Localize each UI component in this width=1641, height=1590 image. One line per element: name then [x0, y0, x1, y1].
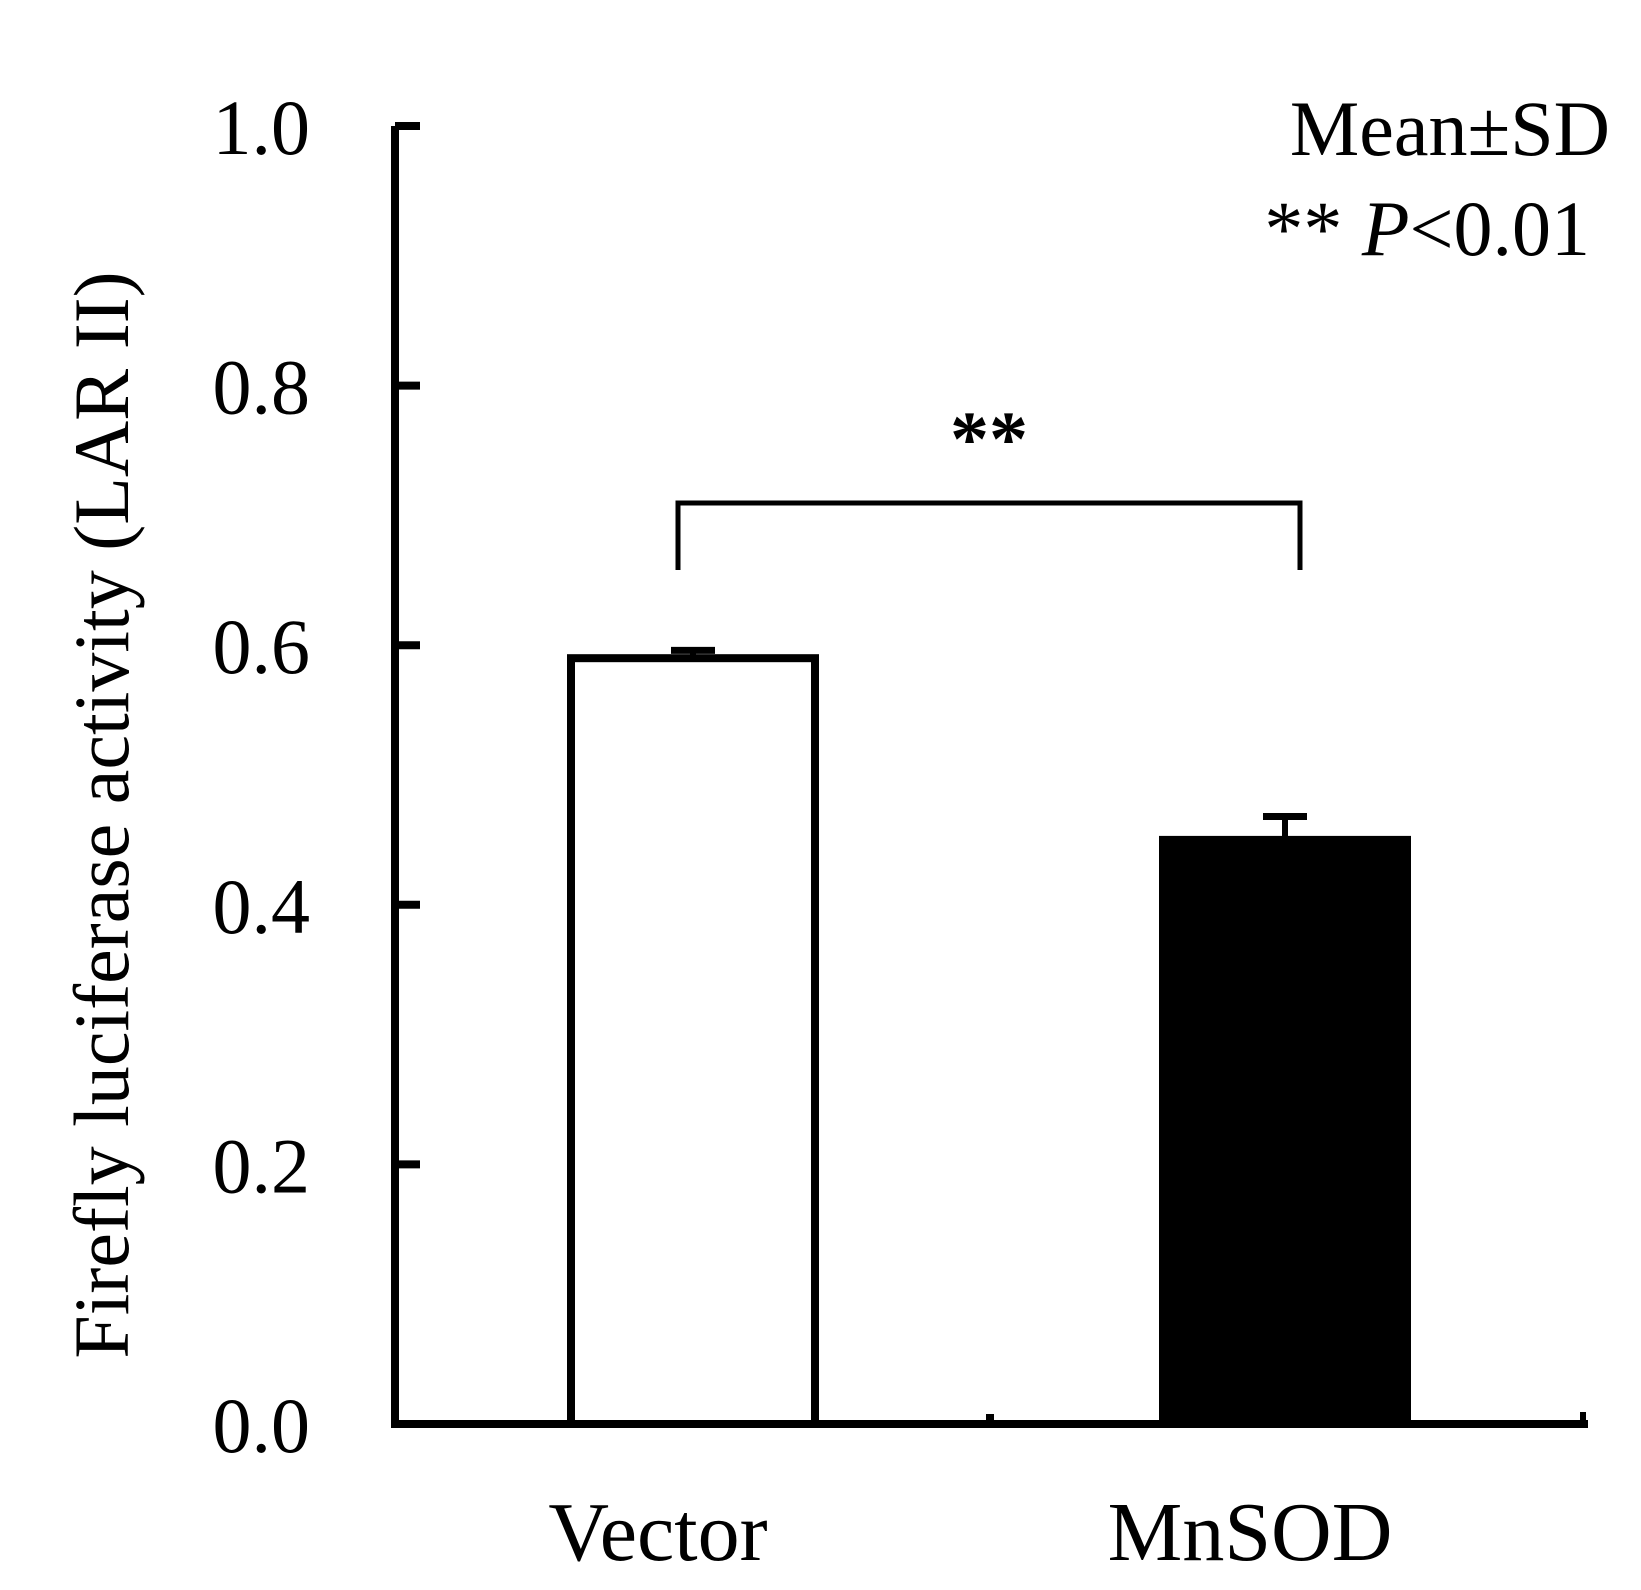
- y-tick-label: 0.0: [213, 1382, 311, 1469]
- y-tick-label: 0.6: [213, 603, 311, 690]
- x-category-label-vector: Vector: [548, 1486, 767, 1579]
- significance-stars: **: [950, 395, 1028, 482]
- y-tick-label: 0.2: [213, 1122, 311, 1209]
- y-tick-label: 0.8: [213, 344, 311, 431]
- stats-legend-stars: **: [1264, 185, 1362, 272]
- stats-legend-pvalue: ** P<0.01: [1264, 185, 1590, 272]
- significance-bracket: [675, 500, 1303, 570]
- y-tick-label: 0.4: [213, 863, 311, 950]
- y-tick-label: 1.0: [213, 84, 311, 171]
- bar-vector: [567, 654, 819, 1428]
- stats-legend-threshold: <0.01: [1410, 185, 1591, 272]
- bar-mnsod: [1159, 835, 1411, 1428]
- x-category-label-mnsod: MnSOD: [1108, 1486, 1393, 1579]
- y-axis-title: Firefly luciferase activity (LAR II): [58, 271, 145, 1358]
- stats-legend-mean-sd: Mean±SD: [1290, 85, 1610, 172]
- stats-legend-p: P: [1361, 185, 1410, 272]
